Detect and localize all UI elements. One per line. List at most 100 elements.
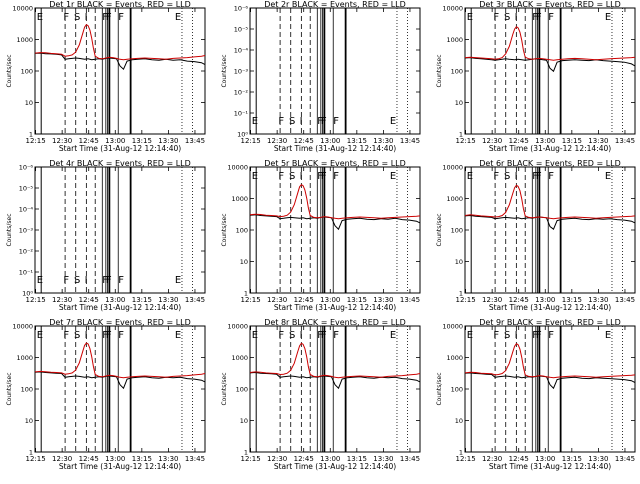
y-axis-label: Counts/sec bbox=[221, 54, 228, 87]
event-marker: F bbox=[532, 12, 538, 23]
y-tick-label: 10⁻⁴ bbox=[234, 47, 249, 55]
y-tick-label: 1000 bbox=[16, 36, 33, 44]
panel-det-4: Det 4r BLACK = Events, RED = LLD 10⁰ 10⁻¹ 1… bbox=[6, 159, 206, 312]
x-tick-label: 12:45 bbox=[294, 137, 314, 145]
x-tick-label: 13:15 bbox=[132, 455, 152, 463]
event-marker: F bbox=[532, 171, 538, 182]
y-tick-label: 1 bbox=[459, 131, 463, 139]
x-tick-label: 13:00 bbox=[105, 137, 125, 145]
panel-det-6: Det 6r BLACK = Events, RED = LLD 1 10 100 10… bbox=[436, 159, 636, 312]
x-tick-label: 12:30 bbox=[52, 455, 72, 463]
event-marker: F bbox=[102, 275, 108, 286]
y-tick-label: 10⁻⁶ bbox=[19, 164, 34, 172]
event-marker: E bbox=[37, 12, 43, 23]
panel-det-7: Det 7r BLACK = Events, RED = LLD 1 10 100 10… bbox=[6, 318, 206, 471]
series-line-lld bbox=[249, 184, 421, 220]
panel-det-1: Det 1r BLACK = Events, RED = LLD 1 10 100 10… bbox=[6, 0, 206, 153]
y-tick-label: 100 bbox=[21, 386, 33, 394]
y-axis-label: Counts/sec bbox=[221, 372, 228, 405]
event-marker: S bbox=[74, 12, 80, 23]
event-marker: I bbox=[300, 116, 303, 127]
event-marker: F bbox=[102, 330, 108, 341]
y-tick-label: 10 bbox=[455, 258, 463, 266]
y-tick-label: 10 bbox=[455, 417, 463, 425]
event-marker: E bbox=[175, 275, 181, 286]
event-marker: I bbox=[515, 171, 518, 182]
x-axis-label: Start Time (31-Aug-12 12:14:40) bbox=[59, 462, 181, 471]
y-tick-label: 10⁻³ bbox=[234, 68, 249, 76]
x-tick-label: 12:45 bbox=[79, 296, 99, 304]
event-marker: F bbox=[278, 116, 284, 127]
event-marker: F bbox=[278, 171, 284, 182]
plot-frame bbox=[34, 7, 206, 135]
event-marker: S bbox=[289, 330, 295, 341]
event-marker: E bbox=[175, 330, 181, 341]
x-tick-label: 13:30 bbox=[373, 296, 393, 304]
x-tick-label: 13:30 bbox=[373, 137, 393, 145]
y-axis-label: Counts/sec bbox=[436, 372, 443, 405]
x-tick-label: 12:30 bbox=[482, 455, 502, 463]
x-tick-label: 12:15 bbox=[25, 455, 45, 463]
y-tick-label: 10000 bbox=[442, 5, 463, 13]
y-tick-label: 10⁻⁵ bbox=[234, 26, 249, 34]
y-tick-label: 1 bbox=[29, 449, 33, 457]
event-marker: E bbox=[467, 171, 473, 182]
x-tick-label: 12:15 bbox=[240, 455, 260, 463]
x-tick-label: 13:15 bbox=[347, 137, 367, 145]
y-tick-label: 1000 bbox=[446, 195, 463, 203]
y-tick-label: 10⁻⁴ bbox=[19, 206, 34, 214]
event-marker: F bbox=[333, 171, 339, 182]
y-tick-label: 10 bbox=[240, 258, 248, 266]
event-marker: E bbox=[37, 330, 43, 341]
plot-frame bbox=[464, 7, 636, 135]
event-marker: E bbox=[252, 330, 258, 341]
x-tick-label: 13:00 bbox=[320, 137, 340, 145]
y-tick-label: 100 bbox=[451, 68, 463, 76]
event-marker: F bbox=[118, 12, 124, 23]
x-tick-label: 12:45 bbox=[79, 455, 99, 463]
y-tick-label: 1000 bbox=[446, 36, 463, 44]
x-tick-label: 13:45 bbox=[615, 296, 635, 304]
y-tick-label: 1000 bbox=[16, 354, 33, 362]
y-axis-label: Counts/sec bbox=[6, 54, 13, 87]
series-line-lld bbox=[464, 343, 636, 379]
panel-det-3: Det 3r BLACK = Events, RED = LLD 1 10 100 10… bbox=[436, 0, 636, 153]
x-tick-label: 12:15 bbox=[25, 137, 45, 145]
y-tick-label: 100 bbox=[236, 386, 248, 394]
x-tick-label: 12:45 bbox=[294, 296, 314, 304]
y-tick-label: 10⁻² bbox=[234, 89, 249, 97]
event-marker: F bbox=[317, 116, 323, 127]
panel-title: Det 8r BLACK = Events, RED = LLD bbox=[264, 318, 406, 327]
event-marker: E bbox=[175, 12, 181, 23]
y-tick-label: 100 bbox=[451, 227, 463, 235]
x-tick-label: 12:15 bbox=[240, 296, 260, 304]
x-tick-label: 13:15 bbox=[132, 296, 152, 304]
x-tick-label: 13:00 bbox=[105, 296, 125, 304]
series-line-lld bbox=[249, 342, 421, 379]
y-tick-label: 10⁻² bbox=[19, 248, 34, 256]
x-axis-label: Start Time (31-Aug-12 12:14:40) bbox=[489, 144, 611, 153]
plot-frame bbox=[464, 166, 636, 294]
panel-det-8: Det 8r BLACK = Events, RED = LLD 1 10 100 10… bbox=[221, 318, 421, 471]
y-tick-label: 10 bbox=[455, 99, 463, 107]
event-marker: F bbox=[493, 171, 499, 182]
x-tick-label: 12:15 bbox=[455, 137, 475, 145]
x-tick-label: 13:45 bbox=[185, 137, 205, 145]
y-tick-label: 10000 bbox=[227, 323, 248, 331]
x-tick-label: 13:00 bbox=[535, 137, 555, 145]
x-axis-label: Start Time (31-Aug-12 12:14:40) bbox=[274, 303, 396, 312]
x-tick-label: 13:45 bbox=[185, 296, 205, 304]
x-tick-label: 12:30 bbox=[267, 137, 287, 145]
x-tick-label: 12:15 bbox=[455, 455, 475, 463]
y-axis-label: Counts/sec bbox=[436, 213, 443, 246]
event-marker: F bbox=[536, 171, 542, 182]
y-tick-label: 10 bbox=[240, 417, 248, 425]
y-tick-label: 10 bbox=[25, 417, 33, 425]
x-tick-label: 13:30 bbox=[158, 455, 178, 463]
event-marker: S bbox=[289, 171, 295, 182]
x-axis-label: Start Time (31-Aug-12 12:14:40) bbox=[274, 144, 396, 153]
y-tick-label: 100 bbox=[236, 227, 248, 235]
y-tick-label: 1 bbox=[459, 290, 463, 298]
x-tick-label: 13:15 bbox=[132, 137, 152, 145]
